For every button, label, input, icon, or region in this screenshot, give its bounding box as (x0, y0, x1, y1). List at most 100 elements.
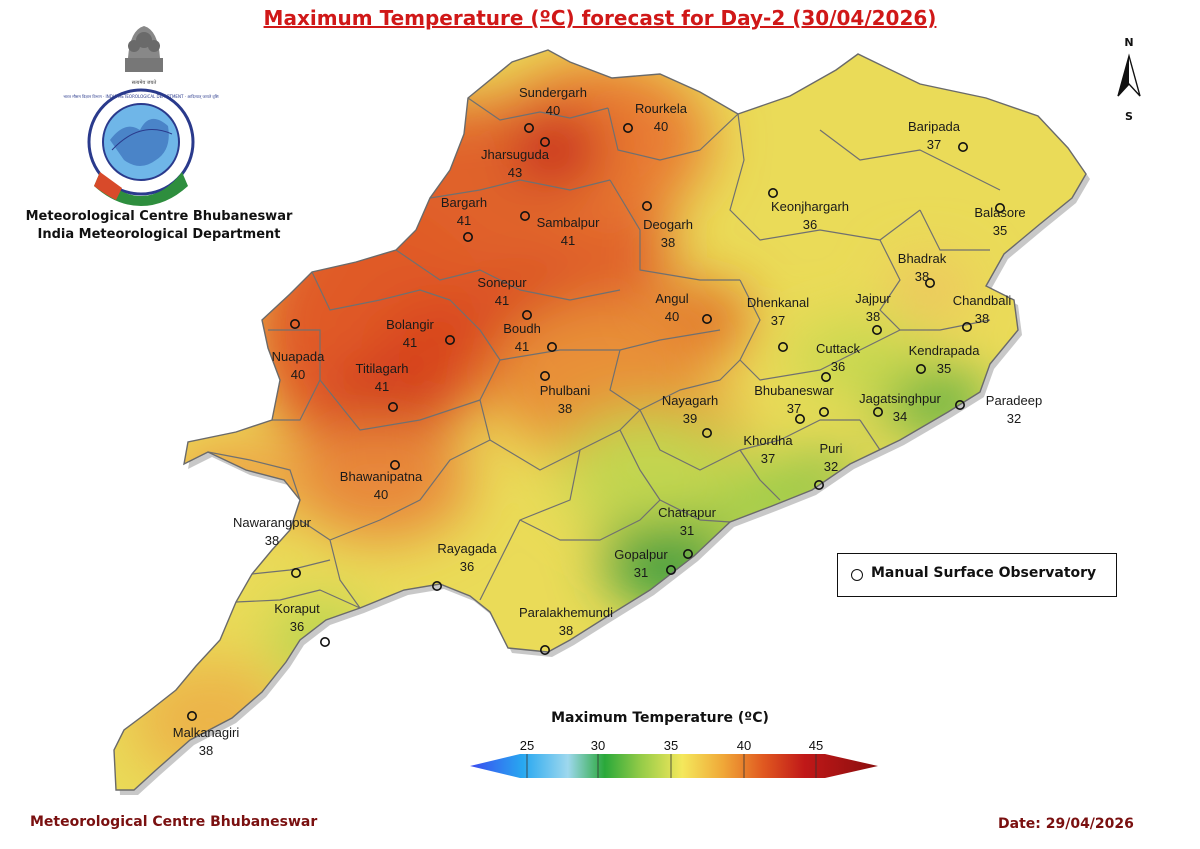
station-marker (319, 636, 330, 647)
station-temperature: 38 (265, 533, 279, 548)
observatory-marker-icon (851, 569, 863, 581)
station-temperature: 41 (495, 293, 509, 308)
scale-tick-label: 35 (664, 738, 678, 753)
imd-logo: सत्यमेव जयते भारत मौसम विज्ञान विभाग · I… (63, 26, 219, 206)
station-rayagada: Rayagada 36 (431, 541, 497, 591)
station-name: Bargarh (441, 195, 487, 210)
station-temperature: 38 (866, 309, 880, 324)
station-kendrapada: Kendrapada 35 (909, 343, 981, 376)
station-temperature: 35 (937, 361, 951, 376)
station-marker (539, 137, 550, 148)
station-name: Sundergarh (519, 85, 587, 100)
station-marker (994, 203, 1005, 214)
station-deogarh: Deogarh 38 (641, 201, 693, 250)
scale-tick-label: 30 (591, 738, 605, 753)
station-temperature: 38 (661, 235, 675, 250)
station-name: Khordha (743, 433, 793, 448)
station-temperature: 36 (803, 217, 817, 232)
station-koraput: Koraput 36 (274, 601, 330, 647)
station-marker (521, 309, 532, 320)
station-nayagarh: Nayagarh 39 (662, 393, 718, 438)
station-temperature: 40 (291, 367, 305, 382)
station-temperature: 31 (680, 523, 694, 538)
station-name: Jharsuguda (481, 147, 550, 162)
district-boundaries (207, 97, 1001, 609)
station-marker (665, 564, 676, 575)
station-marker (961, 321, 972, 332)
station-name: Rayagada (437, 541, 497, 556)
station-name: Nawarangpur (233, 515, 312, 530)
station-marker (954, 399, 965, 410)
station-name: Boudh (503, 321, 541, 336)
station-name: Deogarh (643, 217, 693, 232)
station-marker (777, 341, 788, 352)
emblem-motto: सत्यमेव जयते (132, 79, 157, 86)
station-marker (915, 363, 926, 374)
station-phulbani: Phulbani 38 (539, 370, 590, 416)
station-sonepur: Sonepur 41 (477, 275, 532, 320)
footer-date: Date: 29/04/2026 (998, 816, 1134, 832)
north-arrow-half-icon (1118, 56, 1129, 96)
scale-tick-label: 25 (520, 738, 534, 753)
station-name: Jagatsinghpur (859, 391, 941, 406)
station-marker (818, 406, 829, 417)
station-temperature: 38 (559, 623, 573, 638)
color-scale-title: Maximum Temperature (ºC) (551, 710, 769, 726)
station-temperature: 43 (508, 165, 522, 180)
station-marker (431, 580, 442, 591)
station-marker (539, 370, 550, 381)
station-temperature: 41 (403, 335, 417, 350)
station-cuttack: Cuttack 36 (816, 341, 861, 382)
station-name: Chandbali (953, 293, 1012, 308)
station-name: Malkanagiri (173, 725, 240, 740)
station-temperature: 36 (460, 559, 474, 574)
station-puri: Puri 32 (813, 441, 843, 490)
station-name: Dhenkanal (747, 295, 809, 310)
station-bhubaneswar: Bhubaneswar 37 (754, 383, 834, 417)
footer-organisation: Meteorological Centre Bhubaneswar (30, 814, 318, 830)
station-name: Gopalpur (614, 547, 668, 562)
station-temperature: 39 (683, 411, 697, 426)
station-marker (957, 142, 968, 153)
station-name: Titilagarh (356, 361, 409, 376)
station-marker (546, 341, 557, 352)
station-marker (289, 318, 300, 329)
station-name: Paradeep (986, 393, 1042, 408)
station-name: Cuttack (816, 341, 861, 356)
color-scale-bar (470, 754, 878, 778)
station-marker (622, 123, 633, 134)
station-marker (871, 324, 882, 335)
station-marker (523, 123, 534, 134)
station-keonjhargarh: Keonjhargarh 36 (767, 188, 849, 232)
station-marker (389, 459, 400, 470)
scale-tick-label: 40 (737, 738, 751, 753)
imd-seal-text: भारत मौसम विज्ञान विभाग · INDIA METEOROL… (63, 94, 219, 100)
station-name: Bhubaneswar (754, 383, 834, 398)
station-name: Bhawanipatna (340, 469, 423, 484)
station-name: Bolangir (386, 317, 434, 332)
station-temperature: 32 (824, 459, 838, 474)
station-boudh: Boudh 41 (503, 321, 557, 354)
national-emblem-icon: सत्यमेव जयते (125, 26, 163, 86)
station-titilagarh: Titilagarh 41 (356, 361, 409, 412)
station-marker (444, 334, 455, 345)
station-temperature: 35 (993, 223, 1007, 238)
station-name: Baripada (908, 119, 961, 134)
station-name: Bhadrak (898, 251, 947, 266)
station-temperature: 41 (375, 379, 389, 394)
imd-seal-icon: भारत मौसम विज्ञान विभाग · INDIA METEOROL… (63, 88, 219, 206)
station-marker (820, 371, 831, 382)
station-balasore: Balasore 35 (974, 203, 1026, 238)
station-chatrapur: Chatrapur 31 (658, 505, 717, 559)
station-nawarangpur: Nawarangpur 38 (233, 515, 312, 578)
station-marker (462, 232, 473, 243)
station-marker (701, 313, 712, 324)
station-marker (187, 710, 198, 721)
station-chandbali: Chandbali 38 (953, 293, 1012, 332)
map-title: Maximum Temperature (ºC) forecast for Da… (263, 6, 937, 30)
station-marker (682, 548, 693, 559)
station-marker (767, 188, 778, 199)
marker-legend-label: Manual Surface Observatory (871, 565, 1097, 581)
station-bhadrak: Bhadrak 38 (898, 251, 947, 288)
station-marker (641, 201, 652, 212)
